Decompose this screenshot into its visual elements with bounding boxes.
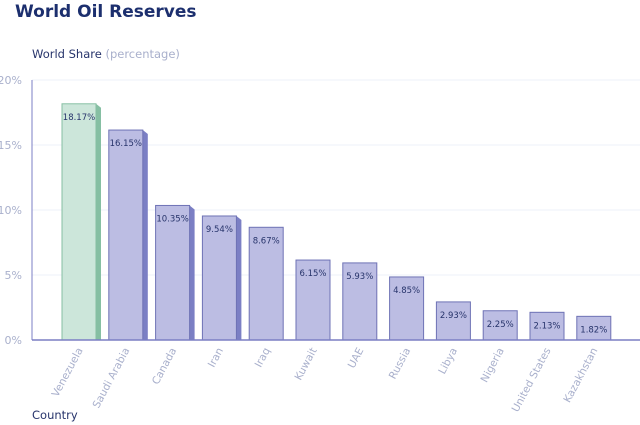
data-label: 9.54% <box>206 225 233 235</box>
bar-russia <box>389 276 425 341</box>
bar-side <box>96 103 101 340</box>
data-label: 16.15% <box>110 139 142 149</box>
x-tick-label: Iraq <box>253 346 273 370</box>
bar-side <box>189 205 195 340</box>
bar-iran <box>201 215 237 341</box>
x-tick-label: Libya <box>436 346 460 376</box>
x-axis-label: Country <box>32 408 78 422</box>
x-tick-label: Nigeria <box>479 346 507 385</box>
data-label: 2.13% <box>533 321 560 331</box>
data-label: 2.93% <box>440 311 467 321</box>
x-tick-label: Saudi Arabia <box>91 346 133 410</box>
data-label: 6.15% <box>299 269 326 279</box>
data-label: 5.93% <box>346 272 373 282</box>
y-tick-label: 5% <box>5 269 22 282</box>
y-tick-label: 20% <box>0 74 22 87</box>
data-label: 2.25% <box>487 320 514 330</box>
y-axis-unit: (percentage) <box>105 47 180 61</box>
x-tick-label: Venezuela <box>50 346 86 399</box>
bar-united-states <box>529 311 565 341</box>
data-label: 1.82% <box>580 325 607 335</box>
y-axis-label-text: World Share <box>32 47 102 61</box>
bar-libya <box>435 301 471 341</box>
y-axis-label: World Share (percentage) <box>32 47 180 61</box>
data-label: 18.17% <box>63 113 95 123</box>
bar-side <box>142 130 148 340</box>
y-tick-label: 0% <box>5 334 22 347</box>
x-tick-label: Russia <box>387 346 413 381</box>
x-tick-label: UAE <box>346 346 367 371</box>
bar-venezuela <box>61 103 97 341</box>
y-tick-label: 10% <box>0 204 22 217</box>
bar-nigeria <box>482 310 518 341</box>
x-tick-label: United States <box>510 346 554 414</box>
data-label: 8.67% <box>253 236 280 246</box>
bar-canada <box>155 204 191 341</box>
x-tick-label: Iran <box>206 346 226 370</box>
x-tick-label: Canada <box>150 346 179 387</box>
data-label: 10.35% <box>156 214 188 224</box>
x-tick-label: Kuwait <box>293 346 320 383</box>
bar-side <box>236 215 242 340</box>
x-tick-label: Kazakhstan <box>561 346 600 405</box>
bar-saudi-arabia <box>108 129 144 341</box>
data-label: 4.85% <box>393 286 420 296</box>
y-tick-label: 15% <box>0 139 22 152</box>
chart-title: World Oil Reserves <box>15 2 197 22</box>
